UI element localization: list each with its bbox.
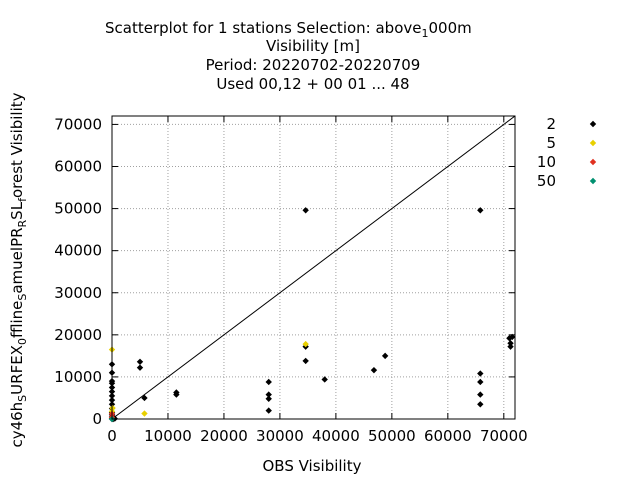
y-tick-label: 70000 [54,115,102,133]
scatter-point-series-2 [302,207,309,214]
scatter-point-series-2 [509,333,516,341]
y-label-part: SL [8,201,26,220]
scatter-point-series-2 [321,376,328,383]
scatter-point-series-2 [507,343,514,350]
y-label-subscript: R [16,219,29,227]
x-tick-label: 0 [107,427,117,445]
y-label-subscript: f [16,197,29,202]
diagonal-line [111,115,516,420]
y-axis-label: cy46hSURFEX0fflineSamuelPRRSLforest Visi… [8,92,29,447]
x-tick-labels: 0 10000 20000 30000 40000 50000 60000 70000 [107,116,528,445]
scatter-point-series-2 [477,207,484,214]
y-tick-label: 20000 [54,326,102,344]
chart-title-line-1-main: Scatterplot for 1 stations Selection: ab… [105,19,422,37]
y-tick-label: 60000 [54,158,102,176]
scatter-point-series-5 [109,404,116,412]
scatter-point-series-2 [141,394,148,402]
y-label-part: amuelPR [8,227,26,293]
y-tick-label: 40000 [54,242,102,260]
legend-label-10: 10 [537,153,556,171]
y-tick-label: 50000 [54,200,102,218]
y-label-subscript: 0 [16,338,29,345]
y-label-part: URFEX [8,345,26,395]
data-points [108,207,516,423]
scatter-point-series-2 [477,401,484,408]
chart-title-line-3: Period: 20220702-20220709 [206,56,421,74]
x-tick-label: 40000 [312,427,360,445]
x-tick-label: 30000 [256,427,304,445]
chart-title-line-1-tail: 000m [429,19,472,37]
y-label-part: cy46h [8,402,26,448]
chart-title-line-2: Visibility [m] [266,37,360,55]
legend-marker-10 [589,158,597,166]
diagonal-line-group [111,115,516,420]
y-tick-label: 30000 [54,284,102,302]
scatter-point-series-2 [381,352,389,360]
scatter-point-series-2 [477,378,484,386]
legend-marker-50 [589,177,597,185]
scatter-point-series-2 [477,370,484,377]
scatter-point-series-2 [265,407,272,414]
y-label-subscript: S [16,395,29,402]
y-tick-label: 10000 [54,368,102,386]
y-label-part: ffline [8,301,26,338]
y-label-part: orest Visibility [8,92,26,198]
x-tick-label: 50000 [368,427,416,445]
scatter-point-series-5 [302,340,309,348]
scatter-point-series-2 [370,366,378,374]
x-tick-label: 20000 [200,427,248,445]
chart-title-line-4: Used 00,12 + 00 01 ... 48 [216,75,409,93]
x-tick-label: 10000 [144,427,192,445]
legend-label-50: 50 [537,172,556,190]
plot-frame [111,115,516,420]
legend-marker-2 [589,120,597,128]
scatter-point-series-2 [173,389,180,396]
x-tick-label: 70000 [480,427,528,445]
scatter-point-series-2 [136,358,144,365]
chart-title-subscript: 1 [422,27,429,40]
chart-title-line-1: Scatterplot for 1 stations Selection: ab… [105,19,472,40]
legend-label-5: 5 [546,134,556,152]
y-tick-labels: 0 10000 20000 30000 40000 50000 60000 70000 [54,115,515,428]
scatter-point-series-2 [265,378,272,386]
x-tick-label: 60000 [424,427,472,445]
scatter-point-series-2 [477,391,484,398]
y-label-subscript: S [16,294,29,301]
scatter-point-series-2 [265,395,272,402]
legend-label-2: 2 [546,115,556,133]
scatter-point-series-5 [141,410,148,417]
y-tick-label: 0 [92,410,102,428]
x-axis-label: OBS Visibility [263,457,362,475]
scatter-point-series-2 [507,340,514,347]
legend-marker-5 [589,139,597,147]
scatter-point-series-2 [136,364,144,371]
scatter-point-series-2 [265,391,272,398]
grid-lines [112,116,515,419]
scatter-point-series-2 [302,357,309,365]
